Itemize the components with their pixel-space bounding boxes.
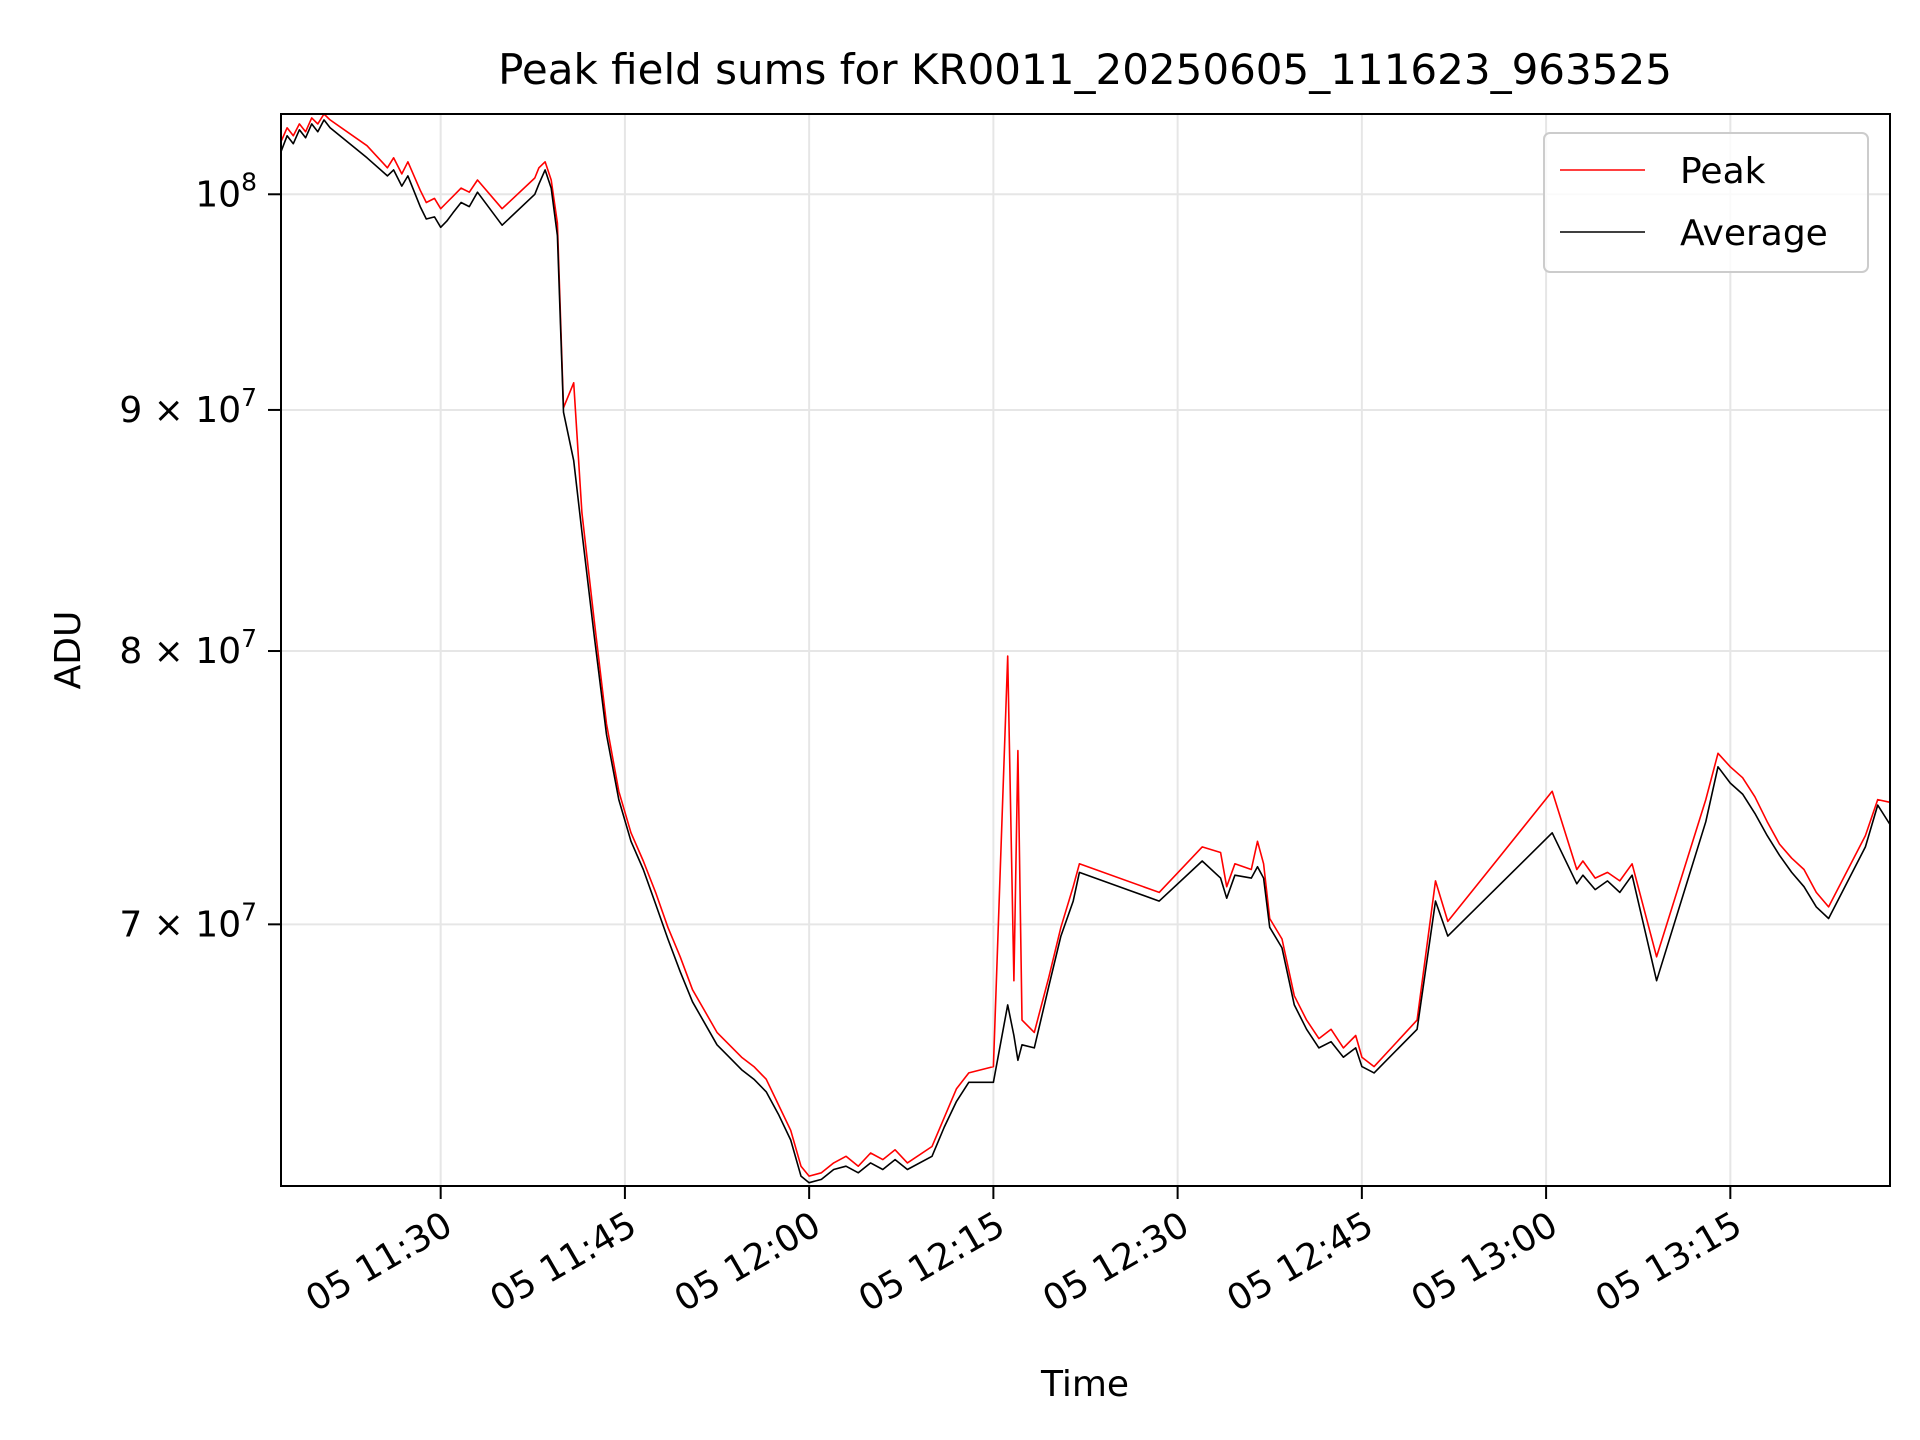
plot-frame (280, 113, 1891, 1187)
y-tick-label: 8 × 107 (119, 624, 257, 672)
chart-title: Peak field sums for KR0011_20250605_1116… (498, 45, 1672, 94)
y-tick-label: 7 × 107 (119, 897, 257, 945)
y-tick-label: 9 × 107 (119, 383, 257, 431)
y-tick-label-mantissa: 8 × 10 (119, 631, 241, 672)
legend: Peak Average (1543, 132, 1869, 273)
y-tick-label-exponent: 7 (241, 624, 257, 653)
legend-label-average: Average (1680, 213, 1828, 254)
x-axis-label: Time (1040, 1364, 1129, 1405)
y-tick-label-mantissa: 7 × 10 (119, 904, 241, 945)
series-line-peak (280, 113, 1891, 1177)
y-tick-label: 108 (195, 167, 257, 215)
y-tick-label-exponent: 8 (241, 167, 257, 196)
legend-label-peak: Peak (1680, 151, 1766, 192)
y-tick-label-exponent: 7 (241, 897, 257, 926)
series-lines (280, 113, 1891, 1184)
y-tick-label-mantissa: 10 (195, 174, 241, 215)
grid-lines (281, 114, 1890, 1186)
legend-box (1543, 132, 1869, 273)
y-tick-label-exponent: 7 (241, 383, 257, 412)
y-tick-label-mantissa: 9 × 10 (119, 390, 241, 431)
series-line-average (280, 119, 1891, 1184)
y-axis-label: ADU (48, 611, 89, 690)
